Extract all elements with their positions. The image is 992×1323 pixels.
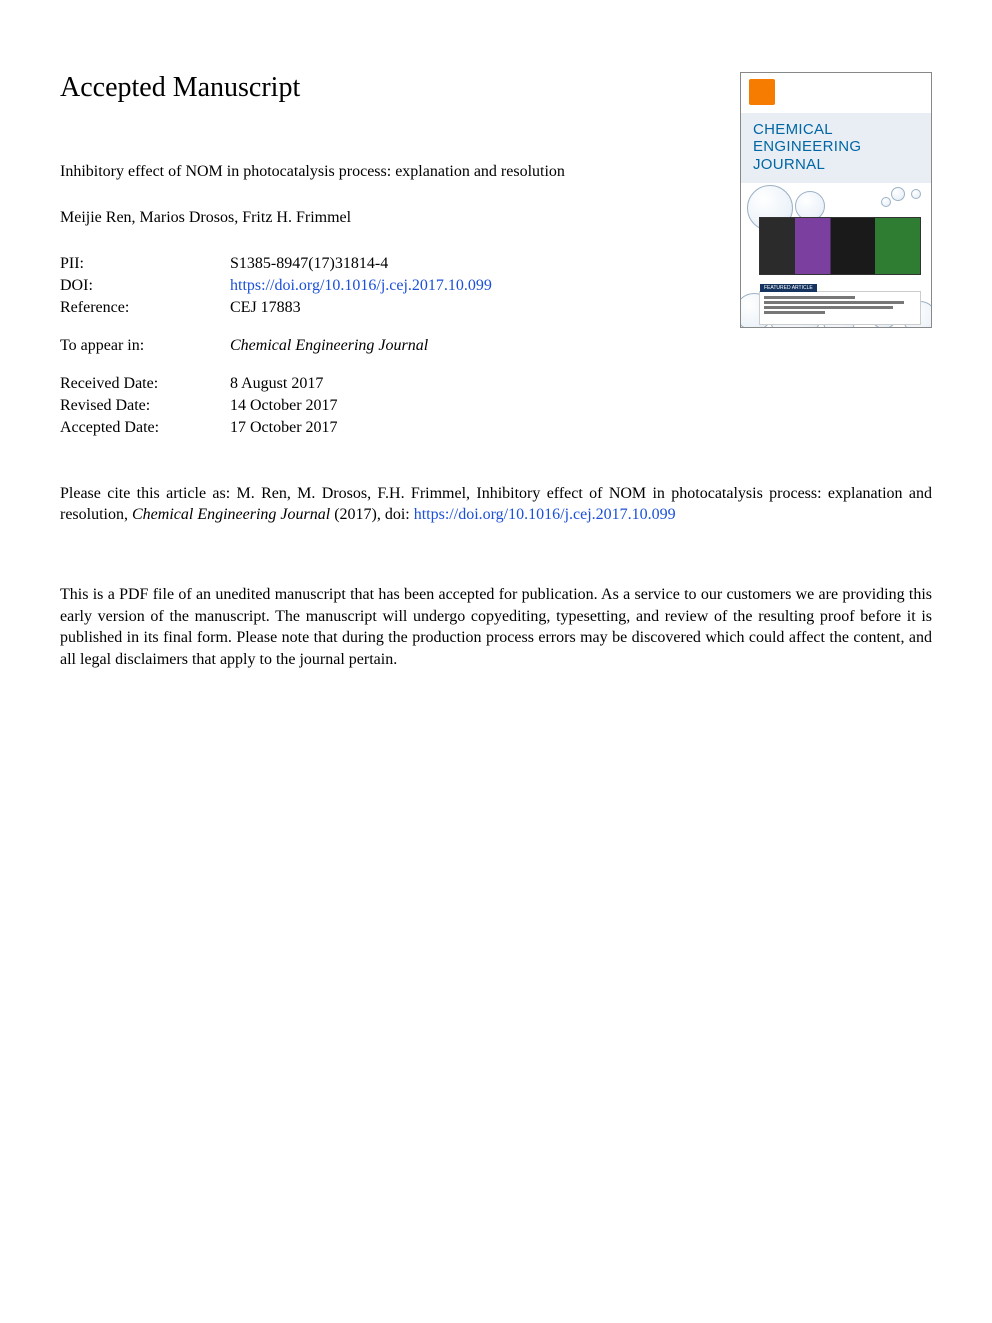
metadata-table: PII: S1385-8947(17)31814-4 DOI: https://… [60, 253, 492, 439]
citation-doi-link[interactable]: https://doi.org/10.1016/j.cej.2017.10.09… [414, 506, 676, 523]
cover-title-line: ENGINEERING [753, 138, 861, 155]
header-row: Accepted Manuscript Inhibitory effect of… [60, 72, 932, 439]
meta-value: 14 October 2017 [230, 395, 492, 417]
cover-title-line: CHEMICAL [753, 121, 833, 138]
meta-row-accepted: Accepted Date: 17 October 2017 [60, 417, 492, 439]
meta-value: https://doi.org/10.1016/j.cej.2017.10.09… [230, 275, 492, 297]
cover-top-strip [741, 73, 931, 113]
meta-row-reference: Reference: CEJ 17883 [60, 297, 492, 319]
elsevier-logo-icon [749, 79, 775, 105]
cover-title-line: JOURNAL [753, 156, 825, 173]
disclaimer-paragraph: This is a PDF file of an unedited manusc… [60, 584, 932, 670]
featured-text-lines [764, 296, 916, 316]
meta-row-revised: Revised Date: 14 October 2017 [60, 395, 492, 417]
meta-row-doi: DOI: https://doi.org/10.1016/j.cej.2017.… [60, 275, 492, 297]
meta-label: Received Date: [60, 373, 230, 395]
journal-cover-thumbnail: CHEMICAL ENGINEERING JOURNAL FEATURED AR… [740, 72, 932, 328]
page-title: Accepted Manuscript [60, 72, 710, 104]
cover-artwork: FEATURED ARTICLE [741, 183, 931, 328]
citation-text: (2017), doi: [330, 506, 414, 523]
citation-paragraph: Please cite this article as: M. Ren, M. … [60, 483, 932, 526]
left-column: Accepted Manuscript Inhibitory effect of… [60, 72, 740, 439]
meta-label: To appear in: [60, 335, 230, 357]
meta-value: 8 August 2017 [230, 373, 492, 395]
cover-journal-title: CHEMICAL ENGINEERING JOURNAL [753, 121, 919, 173]
meta-label: PII: [60, 253, 230, 275]
meta-value: CEJ 17883 [230, 297, 492, 319]
authors-line: Meijie Ren, Marios Drosos, Fritz H. Frim… [60, 209, 710, 227]
bubble-icon [881, 197, 891, 207]
cover-title-band: CHEMICAL ENGINEERING JOURNAL [741, 113, 931, 183]
featured-article-box: FEATURED ARTICLE [759, 291, 921, 325]
featured-tag: FEATURED ARTICLE [760, 284, 817, 292]
meta-label: DOI: [60, 275, 230, 297]
article-title: Inhibitory effect of NOM in photocatalys… [60, 162, 710, 183]
citation-journal: Chemical Engineering Journal [132, 506, 330, 523]
meta-row-pii: PII: S1385-8947(17)31814-4 [60, 253, 492, 275]
meta-value: S1385-8947(17)31814-4 [230, 253, 492, 275]
cover-photo-strip [759, 217, 921, 275]
meta-row-appear: To appear in: Chemical Engineering Journ… [60, 335, 492, 357]
meta-label: Accepted Date: [60, 417, 230, 439]
doi-link[interactable]: https://doi.org/10.1016/j.cej.2017.10.09… [230, 277, 492, 294]
meta-row-received: Received Date: 8 August 2017 [60, 373, 492, 395]
meta-label: Revised Date: [60, 395, 230, 417]
bubble-icon [891, 187, 905, 201]
meta-label: Reference: [60, 297, 230, 319]
meta-value: Chemical Engineering Journal [230, 335, 492, 357]
bubble-icon [911, 189, 921, 199]
meta-value: 17 October 2017 [230, 417, 492, 439]
